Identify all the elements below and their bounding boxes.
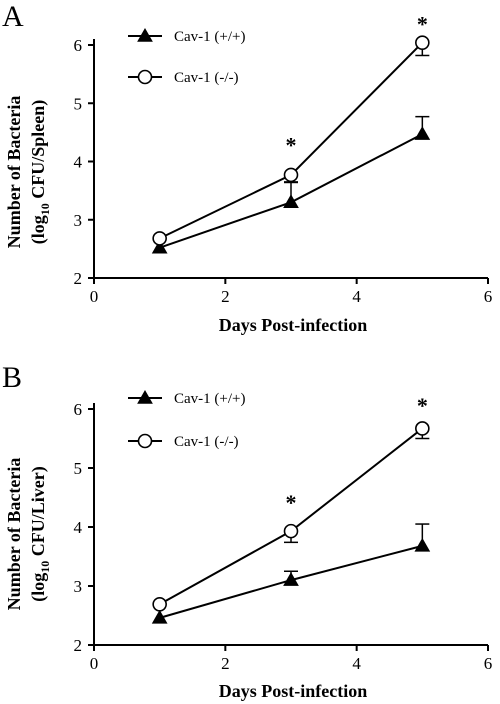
y-tick-label: 4	[74, 153, 83, 172]
data-point	[151, 609, 168, 624]
y-tick-label: 5	[74, 459, 83, 478]
y-axis-title-units: (log10 CFU/Spleen)	[28, 100, 52, 245]
x-tick-label: 6	[484, 287, 493, 306]
y-tick-label: 3	[74, 577, 83, 596]
legend-marker	[137, 27, 153, 42]
x-tick-label: 2	[221, 287, 230, 306]
y-tick-label: 2	[74, 269, 83, 288]
y-axis-title-units-subscript: 10	[38, 561, 52, 573]
x-tick-label: 4	[352, 654, 361, 673]
x-axis-title: Days Post-infection	[219, 681, 367, 701]
data-point	[283, 167, 299, 183]
legend-label: Cav-1 (+/+)	[174, 29, 245, 45]
legend-label: Cav-1 (-/-)	[174, 434, 239, 450]
legend-marker	[137, 69, 153, 85]
y-tick-label: 6	[74, 400, 83, 419]
series-cav1-knockout	[152, 421, 430, 612]
significance-marker: *	[286, 132, 297, 157]
x-tick-label: 0	[90, 287, 99, 306]
x-tick-label: 4	[352, 287, 361, 306]
x-tick-label: 2	[221, 654, 230, 673]
significance-marker: *	[417, 393, 428, 418]
data-point	[152, 231, 167, 246]
legend-marker	[137, 433, 153, 449]
series-cav1-wildtype	[151, 115, 431, 254]
data-point	[415, 35, 430, 50]
data-point	[283, 523, 299, 539]
x-tick-label: 6	[484, 654, 493, 673]
y-axis-title-units-pre: (log	[28, 573, 49, 602]
legend: Cav-1 (+/+) Cav-1 (-/-)	[128, 389, 245, 450]
y-axis-title-units: (log10 CFU/Liver)	[28, 466, 52, 601]
x-tick-label: 0	[90, 654, 99, 673]
y-axis-title: Number of Bacteria	[4, 458, 24, 611]
legend: Cav-1 (+/+) Cav-1 (-/-)	[128, 27, 245, 86]
data-point	[415, 421, 430, 436]
panel-label: A	[2, 0, 24, 33]
data-point	[283, 572, 299, 586]
y-tick-label: 2	[74, 636, 83, 655]
data-point	[152, 596, 167, 612]
legend-label: Cav-1 (-/-)	[174, 70, 239, 86]
y-axis-title-units-subscript: 10	[38, 203, 52, 215]
y-axis-title-units-post: CFU/Spleen)	[28, 100, 49, 204]
panel-label: B	[2, 361, 22, 394]
y-tick-label: 6	[74, 36, 83, 55]
data-point	[414, 126, 431, 140]
data-point	[151, 239, 168, 254]
y-tick-label: 3	[74, 211, 83, 230]
legend-marker	[137, 389, 153, 404]
series-cav1-wildtype	[151, 523, 431, 624]
y-axis-title-units-post: CFU/Liver)	[28, 466, 49, 560]
y-axis-title-units-pre: (log	[28, 215, 49, 244]
data-point	[283, 194, 299, 209]
significance-marker: *	[417, 12, 428, 37]
y-tick-label: 5	[74, 94, 83, 113]
data-point	[414, 537, 431, 552]
y-axis-title: Number of Bacteria	[4, 96, 24, 249]
y-tick-label: 4	[74, 518, 83, 537]
x-axis-title: Days Post-infection	[219, 315, 367, 335]
series-cav1-knockout	[152, 35, 430, 246]
significance-marker: *	[286, 490, 297, 515]
legend-label: Cav-1 (+/+)	[174, 391, 245, 407]
